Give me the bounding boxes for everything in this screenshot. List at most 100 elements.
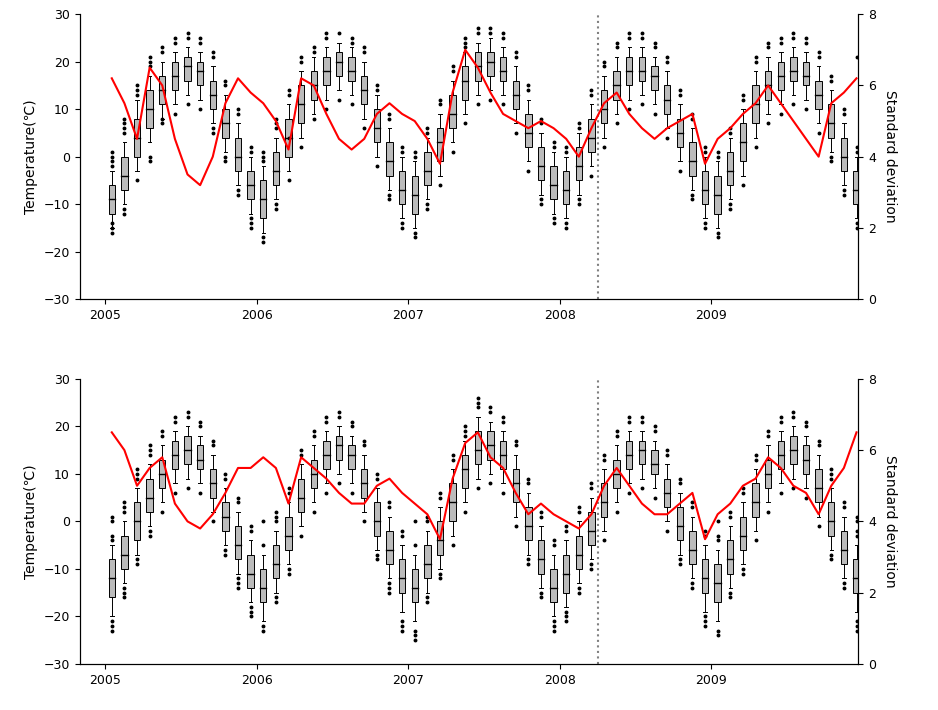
Bar xyxy=(298,85,304,124)
Bar xyxy=(310,71,317,99)
Bar xyxy=(134,503,140,540)
Bar xyxy=(209,469,216,498)
Bar xyxy=(639,441,645,464)
Bar xyxy=(399,171,405,204)
Bar xyxy=(487,53,493,76)
Bar xyxy=(336,436,342,459)
Bar xyxy=(373,109,380,143)
Bar xyxy=(324,441,329,469)
Bar xyxy=(588,119,595,152)
Bar xyxy=(551,569,557,602)
Bar xyxy=(273,152,280,185)
Y-axis label: Standard deviation: Standard deviation xyxy=(883,455,897,588)
Bar xyxy=(109,185,115,214)
Bar xyxy=(613,459,620,488)
Bar xyxy=(840,531,847,564)
Bar xyxy=(386,143,393,175)
Bar xyxy=(627,57,632,85)
Bar xyxy=(537,540,544,574)
Bar xyxy=(765,71,771,99)
Bar xyxy=(449,95,456,129)
Bar xyxy=(462,67,468,99)
Bar xyxy=(525,507,532,540)
Bar xyxy=(563,171,569,204)
Bar xyxy=(248,555,254,588)
Bar xyxy=(146,90,153,129)
Bar xyxy=(475,431,481,464)
Bar xyxy=(348,57,355,81)
Bar xyxy=(449,484,456,521)
Bar xyxy=(790,436,796,464)
Bar xyxy=(639,57,645,81)
Bar xyxy=(386,531,393,564)
Bar xyxy=(260,180,266,219)
Bar xyxy=(197,445,204,469)
Bar xyxy=(475,53,481,81)
Bar xyxy=(500,441,507,469)
Bar xyxy=(373,503,380,535)
Bar xyxy=(840,138,847,171)
Bar xyxy=(437,521,443,555)
Bar xyxy=(752,484,759,517)
Bar xyxy=(676,507,683,540)
Bar xyxy=(512,469,519,503)
Bar xyxy=(185,436,190,464)
Bar xyxy=(248,171,254,200)
Bar xyxy=(412,175,418,214)
Bar xyxy=(576,147,582,180)
Bar xyxy=(424,152,431,185)
Bar xyxy=(424,545,431,579)
Y-axis label: Standard deviation: Standard deviation xyxy=(883,90,897,223)
Bar xyxy=(815,469,822,503)
Bar xyxy=(361,469,368,498)
Bar xyxy=(588,512,595,545)
Bar xyxy=(651,450,658,474)
Bar xyxy=(336,53,342,76)
Bar xyxy=(121,535,128,569)
Bar xyxy=(285,517,292,550)
Bar xyxy=(613,71,620,99)
Bar xyxy=(412,569,418,602)
Bar xyxy=(159,76,165,104)
Bar xyxy=(273,545,280,579)
Bar xyxy=(765,459,771,488)
Bar xyxy=(702,171,708,204)
Bar xyxy=(563,555,569,593)
Bar xyxy=(361,76,368,104)
Bar xyxy=(689,143,696,175)
Bar xyxy=(627,441,632,469)
Bar xyxy=(702,559,708,593)
Bar xyxy=(109,559,115,597)
Bar xyxy=(601,484,607,517)
Bar xyxy=(803,445,809,474)
Bar xyxy=(285,119,292,157)
Bar xyxy=(752,85,759,124)
Bar xyxy=(689,531,696,564)
Bar xyxy=(500,57,507,81)
Bar xyxy=(537,147,544,180)
Bar xyxy=(740,124,746,161)
Bar xyxy=(209,81,216,109)
Bar xyxy=(234,138,241,171)
Bar xyxy=(854,171,860,204)
Bar xyxy=(778,62,784,90)
Bar xyxy=(664,479,671,507)
Bar xyxy=(487,431,493,459)
Bar xyxy=(437,129,443,161)
Y-axis label: Temperature(℃): Temperature(℃) xyxy=(24,99,38,214)
Bar xyxy=(727,540,734,574)
Bar xyxy=(790,57,796,81)
Bar xyxy=(727,152,734,185)
Bar xyxy=(234,526,241,559)
Bar xyxy=(348,445,355,469)
Bar xyxy=(715,175,720,214)
Bar xyxy=(854,559,860,593)
Bar xyxy=(310,459,317,488)
Bar xyxy=(197,62,204,85)
Bar xyxy=(185,57,190,81)
Bar xyxy=(715,564,720,602)
Bar xyxy=(525,114,532,147)
Bar xyxy=(222,503,229,531)
Bar xyxy=(172,62,178,90)
Bar xyxy=(828,104,835,138)
